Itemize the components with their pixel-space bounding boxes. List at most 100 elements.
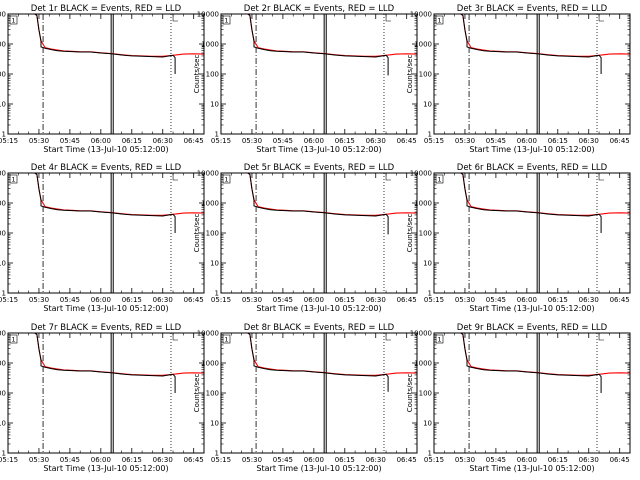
x-tick-label: 05:15 (424, 296, 444, 304)
x-tick-label: 06:45 (610, 296, 630, 304)
panel-9: Det 9r BLACK = Events, RED = LLD11010010… (406, 323, 631, 473)
legend-box (9, 174, 18, 184)
y-tick-label: 1 (428, 131, 432, 139)
y-tick-label: 1 (428, 450, 432, 458)
y-tick-label: 1 (428, 290, 432, 298)
panel-title: Det 9r BLACK = Events, RED = LLD (457, 323, 608, 333)
legend-marker: 1 (11, 336, 15, 344)
series-red (8, 173, 204, 216)
y-tick-label: 10 (423, 260, 432, 268)
y-tick-label: 10 (0, 260, 6, 268)
y-tick-label: 1000 (0, 41, 6, 49)
corner-mark (172, 14, 179, 22)
y-axis-label: Counts/sec (193, 214, 201, 253)
x-tick-label: 05:30 (455, 296, 475, 304)
x-tick-label: 06:30 (579, 137, 599, 145)
series-black (8, 333, 176, 393)
series-red (434, 14, 630, 57)
x-tick-label: 06:30 (579, 296, 599, 304)
plot-frame (7, 13, 205, 135)
x-tick-label: 06:00 (304, 456, 324, 464)
y-tick-label: 1000 (201, 360, 219, 368)
x-axis-label: Start Time (13-Jul-10 05:12:00) (43, 304, 168, 313)
y-tick-label: 100 (206, 230, 219, 238)
series-black (221, 173, 389, 235)
x-tick-label: 05:45 (486, 456, 506, 464)
series-red (8, 333, 204, 376)
panel-title: Det 3r BLACK = Events, RED = LLD (457, 4, 608, 14)
x-tick-label: 06:45 (184, 137, 204, 145)
series-red (221, 333, 417, 376)
legend-marker: 1 (437, 176, 441, 184)
x-axis-label: Start Time (13-Jul-10 05:12:00) (469, 304, 594, 313)
x-tick-label: 06:45 (397, 137, 417, 145)
plot-frame (433, 13, 631, 135)
panel-title: Det 8r BLACK = Events, RED = LLD (244, 323, 395, 333)
legend-marker: 1 (224, 336, 228, 344)
x-tick-label: 06:00 (91, 137, 111, 145)
panel-2: Det 2r BLACK = Events, RED = LLD11010010… (193, 4, 418, 154)
series-black (8, 173, 176, 233)
panel-title: Det 1r BLACK = Events, RED = LLD (31, 4, 182, 14)
x-tick-label: 05:15 (424, 456, 444, 464)
plot-frame (433, 172, 631, 294)
x-axis-label: Start Time (13-Jul-10 05:12:00) (256, 304, 381, 313)
x-tick-label: 05:30 (455, 456, 475, 464)
series-black (8, 14, 176, 74)
y-tick-label: 10 (0, 420, 6, 428)
legend-box (435, 15, 444, 25)
legend-marker: 1 (224, 176, 228, 184)
x-tick-label: 06:00 (517, 137, 537, 145)
x-tick-label: 06:00 (91, 296, 111, 304)
x-tick-label: 05:30 (29, 296, 49, 304)
corner-mark (172, 173, 179, 181)
y-tick-label: 10 (210, 101, 219, 109)
x-tick-label: 06:15 (548, 137, 568, 145)
y-tick-label: 100 (0, 71, 6, 79)
x-tick-label: 06:30 (366, 456, 386, 464)
y-tick-label: 100 (0, 230, 6, 238)
x-tick-label: 05:15 (211, 456, 231, 464)
x-tick-label: 05:45 (273, 137, 293, 145)
y-tick-label: 100 (206, 71, 219, 79)
x-tick-label: 06:00 (304, 137, 324, 145)
series-group (434, 333, 630, 393)
x-tick-label: 06:30 (366, 296, 386, 304)
x-tick-label: 06:30 (153, 137, 173, 145)
series-red (434, 333, 630, 376)
legend-marker: 1 (437, 17, 441, 25)
x-tick-label: 05:45 (60, 296, 80, 304)
panel-3: Det 3r BLACK = Events, RED = LLD11010010… (406, 4, 631, 154)
x-tick-label: 05:45 (486, 296, 506, 304)
x-tick-label: 06:30 (579, 456, 599, 464)
legend-box (222, 15, 231, 25)
x-axis-label: Start Time (13-Jul-10 05:12:00) (256, 464, 381, 473)
y-tick-label: 10 (210, 260, 219, 268)
series-group (434, 173, 630, 233)
plot-frame (220, 172, 418, 294)
y-tick-label: 10000 (0, 330, 6, 338)
y-tick-label: 1 (215, 131, 219, 139)
y-tick-label: 1 (2, 131, 6, 139)
legend-marker: 1 (11, 17, 15, 25)
y-tick-label: 10000 (410, 170, 432, 178)
x-tick-label: 05:15 (211, 137, 231, 145)
x-axis-label: Start Time (13-Jul-10 05:12:00) (469, 145, 594, 154)
x-tick-label: 06:00 (517, 296, 537, 304)
x-tick-label: 05:15 (0, 456, 18, 464)
y-tick-label: 1000 (0, 200, 6, 208)
y-tick-label: 10000 (0, 170, 6, 178)
y-tick-label: 100 (419, 230, 432, 238)
y-tick-label: 1000 (414, 41, 432, 49)
y-tick-label: 10000 (197, 330, 219, 338)
x-tick-label: 05:30 (455, 137, 475, 145)
x-tick-label: 06:30 (153, 456, 173, 464)
x-tick-label: 06:15 (548, 296, 568, 304)
x-tick-label: 06:45 (397, 456, 417, 464)
x-tick-label: 05:45 (273, 296, 293, 304)
y-tick-label: 1000 (414, 200, 432, 208)
plot-frame (220, 13, 418, 135)
x-tick-label: 06:45 (610, 137, 630, 145)
y-tick-label: 10 (423, 420, 432, 428)
y-tick-label: 1000 (414, 360, 432, 368)
